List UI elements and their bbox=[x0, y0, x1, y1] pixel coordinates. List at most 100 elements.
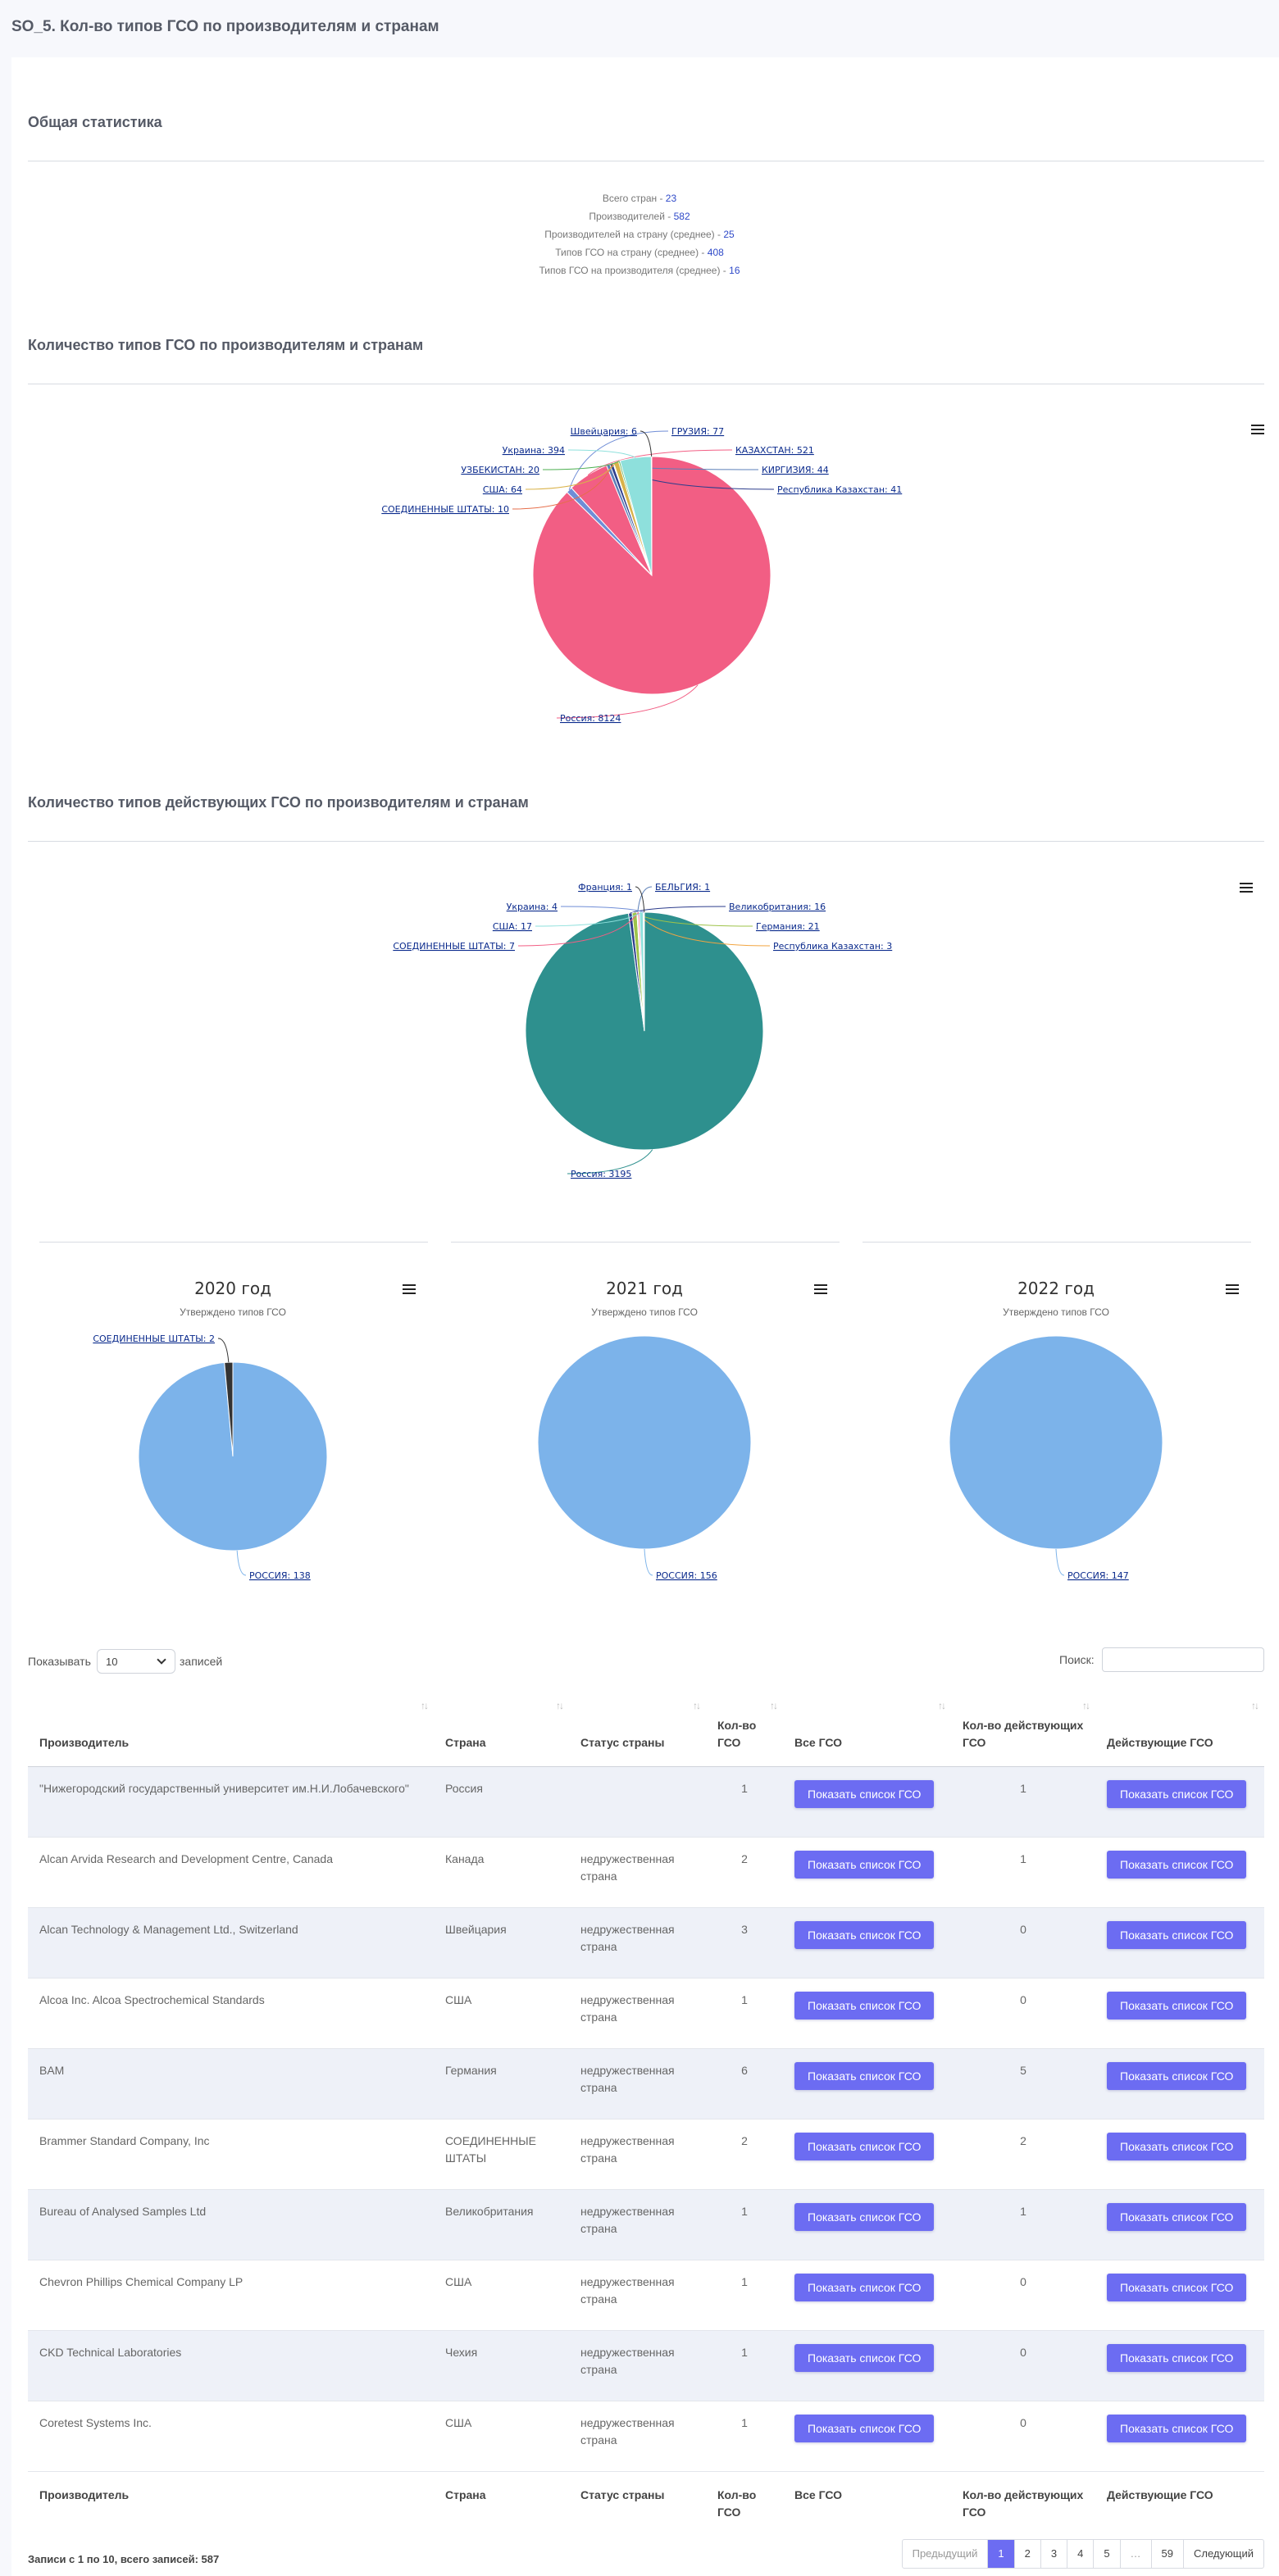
pie-data-label[interactable]: РОССИЯ: 147 bbox=[1067, 1570, 1129, 1581]
show-all-gso-button[interactable]: Показать список ГСО bbox=[794, 2343, 935, 2372]
show-all-gso-button[interactable]: Показать список ГСО bbox=[794, 1779, 935, 1808]
col-header-active[interactable]: Действующие ГСО ↑↓ bbox=[1095, 1684, 1264, 1766]
pie-data-label[interactable]: Великобритания: 16 bbox=[729, 902, 826, 912]
year2020-menu-icon[interactable] bbox=[403, 1284, 416, 1296]
search-input[interactable] bbox=[1102, 1647, 1264, 1672]
show-all-gso-button[interactable]: Показать список ГСО bbox=[794, 2061, 935, 2090]
cell-active-button: Показать список ГСО bbox=[1095, 2048, 1264, 2119]
pie-data-label[interactable]: СОЕДИНЕННЫЕ ШТАТЫ: 10 bbox=[381, 504, 509, 515]
pie-data-label[interactable]: БЕЛЬГИЯ: 1 bbox=[655, 882, 710, 893]
cell-active-button: Показать список ГСО bbox=[1095, 2260, 1264, 2330]
show-all-gso-button[interactable]: Показать список ГСО bbox=[794, 2132, 935, 2160]
cell-count: 3 bbox=[741, 1922, 748, 1936]
pie-data-label[interactable]: США: 64 bbox=[483, 484, 522, 495]
pie-connector bbox=[517, 911, 640, 947]
year2021-divider bbox=[451, 1242, 840, 1243]
pie-data-label[interactable]: Россия: 3195 bbox=[571, 1169, 631, 1179]
col-header-maker[interactable]: Производитель ↑↓ bbox=[28, 1684, 434, 1766]
pie-data-label[interactable]: СОЕДИНЕННЫЕ ШТАТЫ: 2 bbox=[93, 1333, 215, 1344]
year2022-title: 2022 год bbox=[1017, 1279, 1095, 1298]
table-row: CKD Technical Laboratories Чехия недружест… bbox=[28, 2330, 1264, 2401]
pagination: Предыдущий 1 2 3 4 5… 59 Следующий bbox=[901, 2539, 1264, 2569]
show-active-gso-button[interactable]: Показать список ГСО bbox=[1107, 2273, 1247, 2301]
entries-select[interactable]: 10 bbox=[97, 1649, 175, 1674]
pie-data-label[interactable]: США: 17 bbox=[493, 921, 532, 932]
cell-active-button: Показать список ГСО bbox=[1095, 2401, 1264, 2471]
col-header-status[interactable]: Статус страны ↑↓ bbox=[569, 1684, 706, 1766]
pager-page-button[interactable]: 3 bbox=[1040, 2540, 1067, 2568]
cell-country: США bbox=[445, 2274, 472, 2288]
pager-page-button[interactable]: 1 bbox=[987, 2540, 1014, 2568]
pager-page-button[interactable]: 5 bbox=[1093, 2540, 1119, 2568]
pie-data-label[interactable]: КАЗАХСТАН: 521 bbox=[735, 445, 814, 456]
pie-data-label[interactable]: Республика Казахстан: 41 bbox=[777, 484, 902, 495]
pie-connector bbox=[567, 1149, 653, 1174]
year2021-menu-icon[interactable] bbox=[814, 1284, 827, 1296]
cell-status: недружественная страна bbox=[580, 2204, 675, 2235]
table-row: Alcan Arvida Research and Development Ce… bbox=[28, 1837, 1264, 1907]
show-all-gso-button[interactable]: Показать список ГСО bbox=[794, 1850, 935, 1879]
entries-label: записей bbox=[180, 1655, 223, 1668]
table-row: Coretest Systems Inc. США недружественная … bbox=[28, 2401, 1264, 2471]
show-active-gso-button[interactable]: Показать список ГСО bbox=[1107, 2343, 1247, 2372]
pie-data-label[interactable]: Германия: 21 bbox=[756, 921, 820, 932]
pie-slice[interactable] bbox=[650, 456, 653, 576]
pie-data-label[interactable]: Швейцария: 6 bbox=[571, 426, 637, 437]
chart1-menu-icon[interactable] bbox=[1251, 425, 1264, 436]
show-active-gso-button[interactable]: Показать список ГСО bbox=[1107, 2061, 1247, 2090]
cell-all-button: Показать список ГСО bbox=[783, 1837, 951, 1907]
show-label: Показывать bbox=[28, 1655, 91, 1668]
pager-page-button[interactable]: 4 bbox=[1067, 2540, 1093, 2568]
cell-maker: Brammer Standard Company, Inc bbox=[39, 2133, 210, 2147]
pager-next-button[interactable]: Следующий bbox=[1183, 2540, 1263, 2568]
pager-page-button[interactable]: 2 bbox=[1013, 2540, 1040, 2568]
cell-active-count: 0 bbox=[1020, 1922, 1026, 1936]
pie-slice[interactable] bbox=[949, 1335, 1163, 1550]
show-all-gso-button[interactable]: Показать список ГСО bbox=[794, 2273, 935, 2301]
show-active-gso-button[interactable]: Показать список ГСО bbox=[1107, 1920, 1247, 1949]
pie-data-label[interactable]: Украина: 4 bbox=[507, 902, 558, 912]
pie-data-label[interactable]: Россия: 8124 bbox=[560, 713, 621, 724]
pie-data-label[interactable]: КИРГИЗИЯ: 44 bbox=[762, 465, 829, 475]
show-active-gso-button[interactable]: Показать список ГСО bbox=[1107, 2414, 1247, 2442]
pager-page-button[interactable]: … bbox=[1119, 2540, 1151, 2568]
pie-slice[interactable] bbox=[537, 1335, 752, 1550]
show-all-gso-button[interactable]: Показать список ГСО bbox=[794, 2202, 935, 2231]
pie-connector bbox=[560, 906, 644, 913]
pie-data-label[interactable]: Франция: 1 bbox=[578, 882, 632, 893]
table-info: Записи с 1 по 10, всего записей: 587 bbox=[28, 2553, 220, 2565]
show-active-gso-button[interactable]: Показать список ГСО bbox=[1107, 2202, 1247, 2231]
col-header-active-count[interactable]: Кол-во действующих ГСО ↑↓ bbox=[951, 1684, 1095, 1766]
year2021-title: 2021 год bbox=[606, 1279, 683, 1298]
cell-active-count: 1 bbox=[1020, 1851, 1026, 1865]
pie-data-label[interactable]: Республика Казахстан: 3 bbox=[773, 941, 892, 952]
pie-data-label[interactable]: РОССИЯ: 138 bbox=[249, 1570, 311, 1581]
pie-data-label[interactable]: УЗБЕКИСТАН: 20 bbox=[461, 465, 539, 475]
pie-data-label[interactable]: РОССИЯ: 156 bbox=[656, 1570, 717, 1581]
year2022-menu-icon[interactable] bbox=[1226, 1284, 1239, 1296]
cell-count: 1 bbox=[741, 2345, 748, 2359]
sort-icon: ↑↓ bbox=[421, 1700, 429, 1711]
pager-page-button[interactable]: 59 bbox=[1150, 2540, 1183, 2568]
show-active-gso-button[interactable]: Показать список ГСО bbox=[1107, 1779, 1247, 1808]
pie-data-label[interactable]: ГРУЗИЯ: 77 bbox=[671, 426, 724, 437]
cell-maker: Chevron Phillips Chemical Company LP bbox=[39, 2274, 244, 2288]
show-active-gso-button[interactable]: Показать список ГСО bbox=[1107, 1850, 1247, 1879]
cell-country: СОЕДИНЕННЫЕ ШТАТЫ bbox=[445, 2133, 536, 2165]
pie-data-label[interactable]: Украина: 394 bbox=[503, 445, 565, 456]
chart2-menu-icon[interactable] bbox=[1240, 883, 1253, 894]
cell-active-button: Показать список ГСО bbox=[1095, 1766, 1264, 1837]
footer-col-maker: Производитель bbox=[39, 2487, 130, 2501]
col-header-all[interactable]: Все ГСО ↑↓ bbox=[783, 1684, 951, 1766]
year2022-subtitle: Утверждено типов ГСО bbox=[1003, 1306, 1109, 1318]
show-all-gso-button[interactable]: Показать список ГСО bbox=[794, 2414, 935, 2442]
sort-icon: ↑↓ bbox=[556, 1700, 564, 1711]
pie-data-label[interactable]: СОЕДИНЕННЫЕ ШТАТЫ: 7 bbox=[393, 941, 515, 952]
show-active-gso-button[interactable]: Показать список ГСО bbox=[1107, 2132, 1247, 2160]
show-all-gso-button[interactable]: Показать список ГСО bbox=[794, 1991, 935, 2019]
col-header-country[interactable]: Страна ↑↓ bbox=[434, 1684, 569, 1766]
col-header-count[interactable]: Кол-во ГСО ↑↓ bbox=[706, 1684, 783, 1766]
show-all-gso-button[interactable]: Показать список ГСО bbox=[794, 1920, 935, 1949]
pager-prev-button[interactable]: Предыдущий bbox=[912, 2547, 978, 2560]
show-active-gso-button[interactable]: Показать список ГСО bbox=[1107, 1991, 1247, 2019]
